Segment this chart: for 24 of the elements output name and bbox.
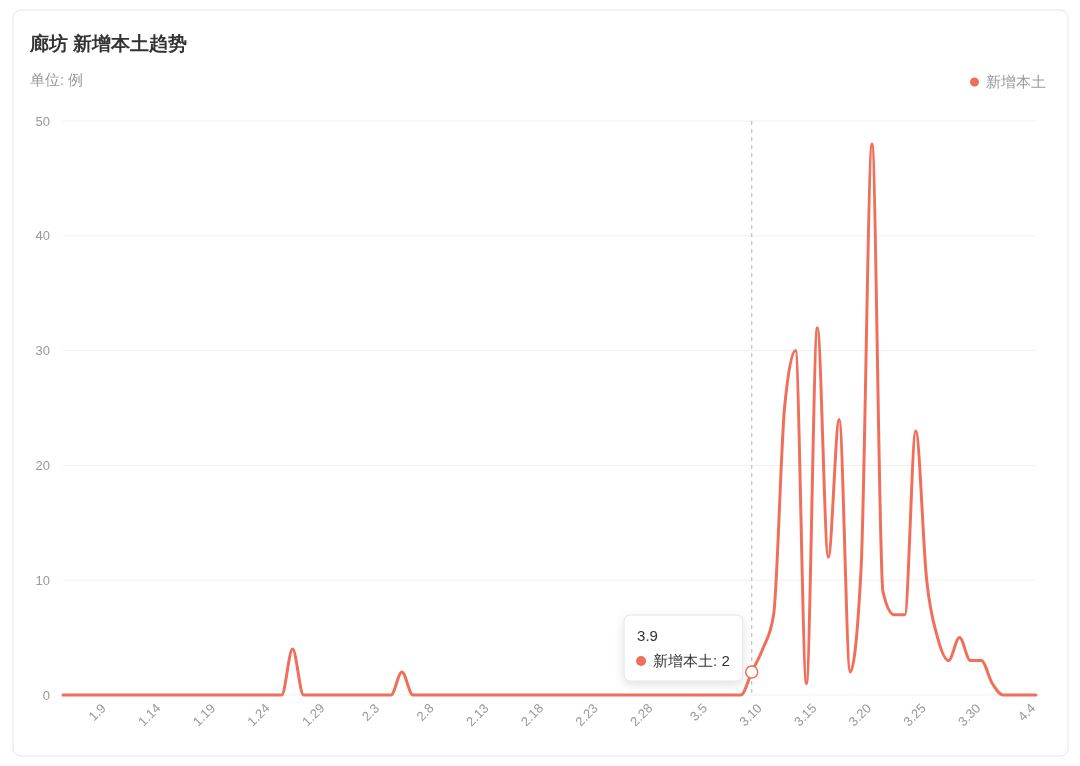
x-tick-label: 1.14 [135, 700, 164, 730]
tooltip: 3.9 新增本土: 2 [623, 614, 759, 682]
x-tick-label: 2.3 [358, 700, 383, 724]
annotation: 3.9 新增本土: 2 [637, 627, 730, 670]
y-tick-label: 40 [35, 228, 50, 244]
x-tick-label: 1.29 [299, 700, 328, 730]
x-tick-label: 3.5 [686, 700, 711, 724]
y-tick-label: 10 [35, 572, 50, 588]
legend-label: 新增本土 [986, 73, 1046, 90]
x-tick-label: 1.9 [85, 700, 109, 724]
x-tick-label: 3.10 [736, 700, 765, 730]
chart-title: 廊坊 新增本土趋势 [29, 33, 188, 54]
y-tick-label: 20 [35, 457, 50, 473]
x-tick-label: 3.20 [845, 700, 875, 730]
x-tick-label: 1.19 [189, 700, 219, 730]
x-tick-label: 1.24 [244, 700, 273, 730]
x-tick-label: 3.30 [954, 700, 984, 730]
x-tick-label: 4.4 [1014, 700, 1039, 724]
legend: 新增本土 [970, 73, 1046, 90]
y-tick-label: 0 [42, 687, 50, 703]
y-tick-label: 30 [35, 343, 50, 359]
x-tick-label: 2.8 [413, 700, 437, 724]
chart-subtitle: 单位: 例 [30, 71, 84, 88]
y-tick-label: 50 [35, 113, 50, 129]
